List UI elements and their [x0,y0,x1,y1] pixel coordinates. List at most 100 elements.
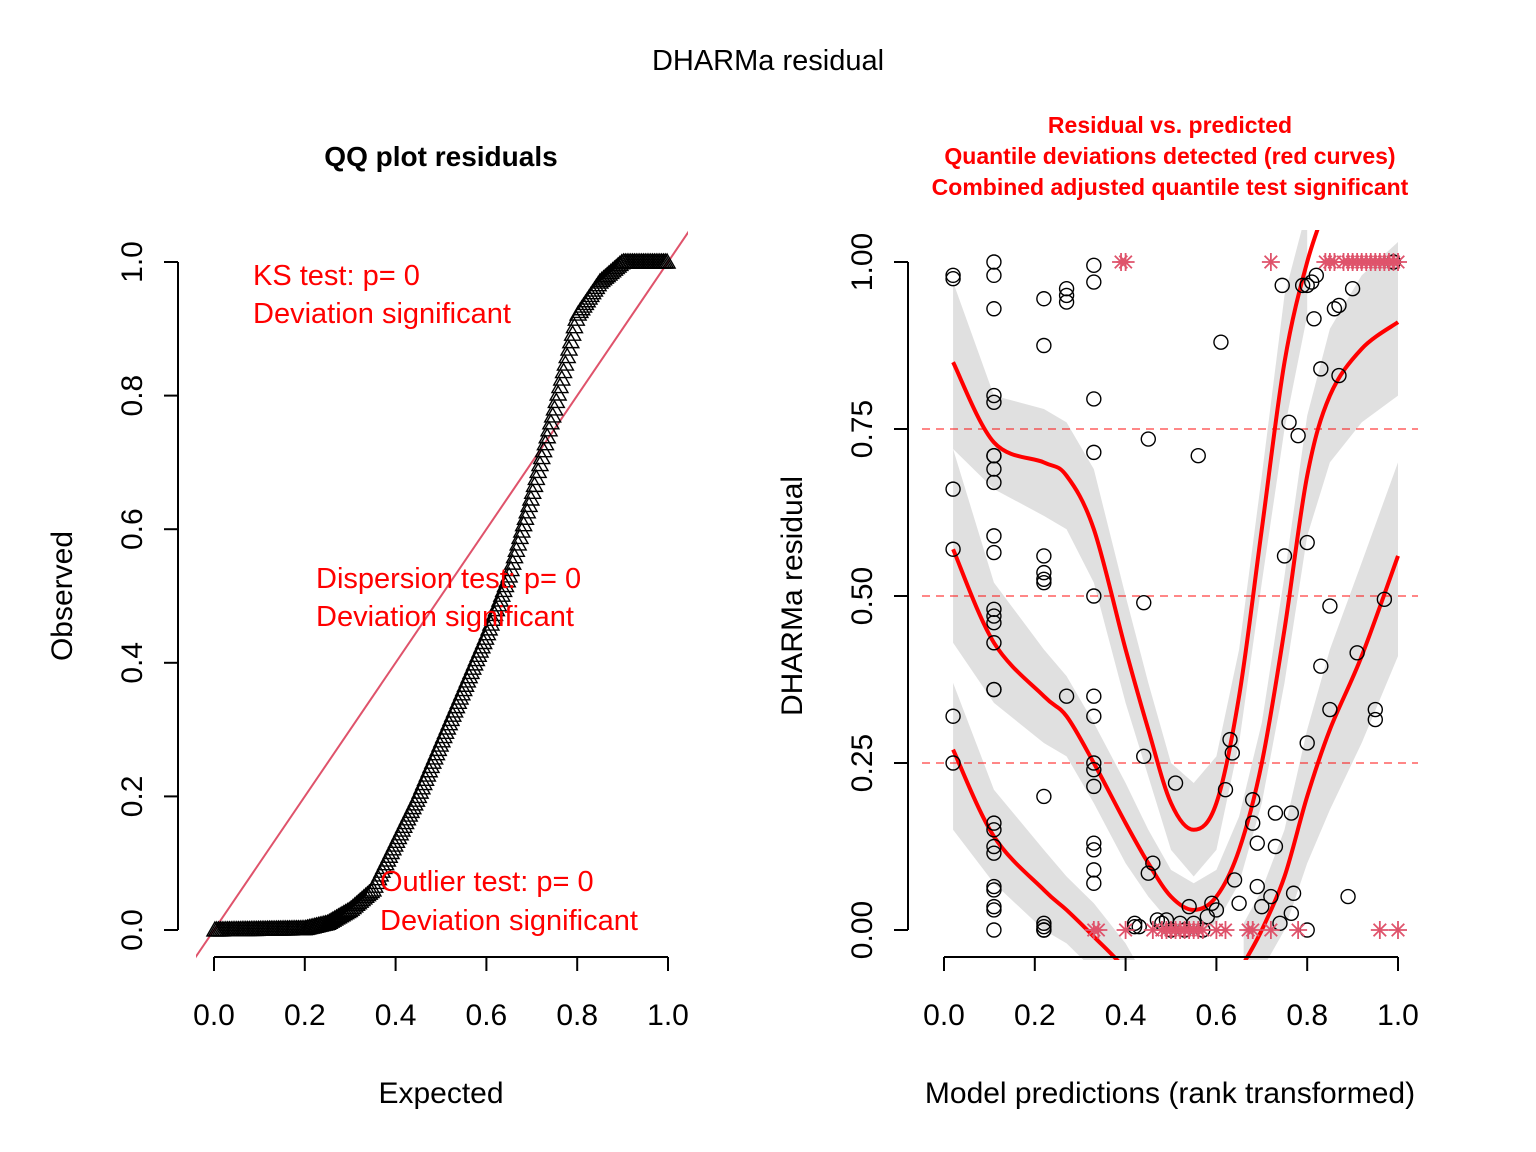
residual-point [1086,688,1102,704]
rvp-y-tick-label: 1.00 [846,233,879,291]
residual-point [986,902,1002,918]
quantile-curve [951,748,1120,960]
quantile-curve [1243,555,1400,960]
rvp-title-line1: Residual vs. predicted [1048,112,1292,138]
residual-point [1254,898,1270,915]
residual-point [986,635,1002,651]
qq-point [498,571,517,588]
qq-y-tick-label: 0.2 [116,776,149,818]
residual-point [1036,788,1052,805]
qq-point [487,600,506,617]
qq-point [483,609,502,626]
residual-point [1313,658,1329,674]
residual-point [1285,885,1302,901]
residual-point [1276,548,1293,564]
residual-point [1340,888,1356,905]
residual-point [986,615,1002,631]
qq-y-tick-label: 0.4 [116,642,149,684]
residual-point [945,271,961,287]
residual-point [945,267,961,284]
residual-point [1263,888,1279,905]
outlier-test-annotation-line1: Outlier test: p= 0 [380,866,594,898]
residual-point [1376,591,1393,608]
qq-y-axis-title: Observed [46,531,79,661]
quantile-curve [951,230,1320,832]
outlier-star-stroke [1391,255,1405,269]
residual-point [1283,805,1300,821]
residual-point [1126,915,1143,932]
residual-point [1245,815,1261,831]
residual-point [1086,257,1102,274]
residual-point [1274,277,1290,294]
residual-point [1272,915,1288,932]
residual-point [1036,564,1052,581]
outlier-star-stroke [1195,923,1210,937]
residual-point [1058,294,1075,310]
residual-point [1140,865,1157,881]
residual-point [1299,735,1315,751]
outlier-star-stroke [1263,255,1278,269]
outlier-star-stroke [1291,923,1306,937]
residual-point [1331,367,1347,384]
rvp-x-tick-label: 0.2 [1014,999,1056,1032]
residual-point [1322,598,1338,614]
rvp-x-tick-label: 0.4 [1105,999,1147,1032]
residual-point [1036,337,1052,354]
residual-vs-predicted-panel: Residual vs. predicted Quantile deviatio… [776,112,1419,1110]
residual-point [986,681,1002,698]
residual-point [1245,792,1261,808]
qq-x-tick-label: 0.2 [284,999,326,1032]
qq-y-tick-label: 0.6 [116,508,149,550]
outlier-star [1243,921,1262,939]
residual-point [1036,918,1052,935]
residual-point [1367,701,1384,718]
outlier-star-stroke [1245,923,1260,937]
qq-plot-title: QQ plot residuals [324,141,557,172]
outlier-star [1116,253,1135,271]
residual-point [1058,688,1075,704]
residual-point [1149,912,1166,928]
outlier-star [1089,921,1108,939]
rvp-y-axis-title: DHARMa residual [776,476,809,716]
residual-point [1367,711,1384,728]
qq-point [488,595,508,612]
dispersion-test-annotation-line2: Deviation significant [316,601,574,633]
residual-point [1267,838,1284,855]
residual-point [1036,922,1052,938]
residual-point [1299,534,1315,551]
residual-point [1249,878,1265,895]
rvp-title-line3: Combined adjusted quantile test signific… [932,174,1409,200]
residual-point [986,474,1002,491]
residual-point [1190,448,1206,464]
residual-point [1326,301,1343,317]
outlier-star [1389,921,1407,939]
residual-point [1249,835,1265,851]
qq-point [490,590,510,607]
residual-point [1086,588,1102,604]
outlier-star [1261,921,1280,939]
quantile-confidence-band [1243,462,1398,960]
outlier-star-stroke [1391,923,1405,937]
qq-point [485,605,504,622]
residual-point [1322,701,1338,718]
rvp-y-tick-label: 0.50 [846,567,879,625]
residual-point [1306,311,1322,327]
residual-point [945,481,961,497]
residual-point [986,838,1002,855]
residual-point [1294,277,1311,294]
outlier-star-stroke [1091,923,1106,937]
quantile-curve [951,320,1400,912]
residual-point [986,882,1002,898]
residual-point [1308,267,1324,284]
residual-point [1036,915,1052,932]
residual-point [1086,862,1102,878]
residual-point [986,922,1002,938]
residual-point [1213,334,1229,350]
residual-point [986,815,1002,831]
residual-point [1281,414,1297,431]
outlier-star [1389,253,1407,271]
residual-point [1131,918,1147,935]
residual-point [1086,761,1102,778]
qq-y-tick-label: 1.0 [116,241,149,283]
